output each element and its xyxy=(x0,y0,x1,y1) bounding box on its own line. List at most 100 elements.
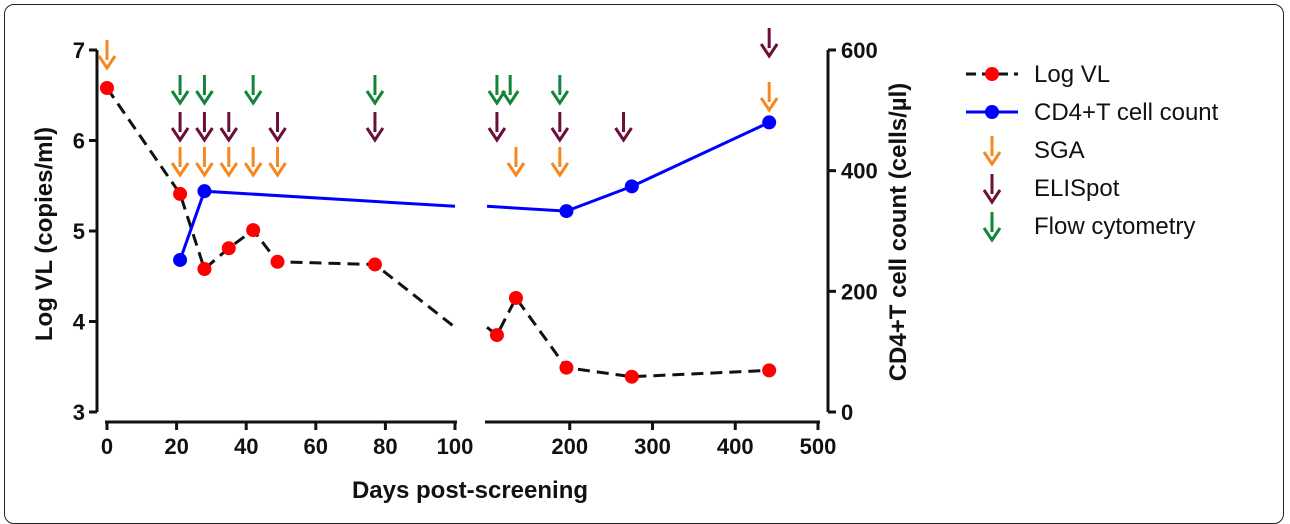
arrow-elispot xyxy=(550,112,570,143)
x-tick-label: 300 xyxy=(634,434,671,459)
series-line-cd4-t-cell-count xyxy=(486,121,770,213)
arrow-head xyxy=(219,127,239,143)
arrow-elispot xyxy=(365,112,385,143)
data-point-log-vl xyxy=(367,257,382,272)
y-right-tick-label: 0 xyxy=(841,400,853,425)
arrow-head xyxy=(982,227,1002,243)
arrow-elispot xyxy=(268,112,287,143)
arrow-sga xyxy=(759,82,779,113)
x-tick-label: 200 xyxy=(551,434,588,459)
arrow-head xyxy=(982,151,1002,167)
y-right-tick-label: 200 xyxy=(841,279,878,304)
arrow-sga xyxy=(506,147,526,178)
plot-area xyxy=(97,28,779,384)
arrow-head xyxy=(550,90,570,106)
arrow-head xyxy=(982,189,1002,205)
arrow-flow-cytometry xyxy=(550,75,570,106)
data-point-cd4-t-cell-count xyxy=(173,252,188,267)
arrow-sga xyxy=(170,147,190,178)
arrow-elispot xyxy=(614,112,633,143)
arrow-head xyxy=(365,127,385,143)
arrow-head xyxy=(219,162,239,178)
arrow-flow-cytometry xyxy=(170,75,190,106)
arrow-flow-cytometry xyxy=(500,75,520,106)
x-tick-label: 60 xyxy=(304,434,328,459)
data-point-log-vl xyxy=(762,363,777,378)
arrow-head xyxy=(759,97,779,113)
legend-marker xyxy=(985,105,999,119)
arrow-head xyxy=(195,127,214,143)
arrow-head xyxy=(268,127,287,143)
arrow-head xyxy=(487,127,507,143)
arrow-head xyxy=(195,90,214,106)
arrow-head xyxy=(243,90,263,106)
arrow-head xyxy=(550,162,570,178)
arrow-sga xyxy=(97,40,117,71)
series-line-log-vl xyxy=(486,295,770,379)
legend-label: SGA xyxy=(1034,137,1085,164)
arrow-head xyxy=(500,90,520,106)
arrow-flow-cytometry xyxy=(487,75,507,106)
x-tick-label: 80 xyxy=(373,434,397,459)
arrow-flow-cytometry xyxy=(195,75,214,106)
data-point-log-vl xyxy=(559,360,574,375)
arrow-sga xyxy=(243,147,263,178)
y-left-tick-label: 3 xyxy=(73,400,85,425)
legend-label: Log VL xyxy=(1034,61,1110,88)
y-axis-left-title: Log VL (copies/ml) xyxy=(31,127,58,341)
y-left-tick-label: 5 xyxy=(73,219,85,244)
arrow-elispot xyxy=(219,112,239,143)
arrow-elispot xyxy=(759,28,779,59)
arrow-head xyxy=(506,162,526,178)
y-left-tick-label: 7 xyxy=(73,38,85,63)
arrow-elispot xyxy=(195,112,214,143)
arrow-head xyxy=(170,127,190,143)
arrow-head xyxy=(487,90,507,106)
y-right-tick-label: 600 xyxy=(841,38,878,63)
y-axis-right-title: CD4+T cell count (cells/µl) xyxy=(885,83,912,382)
legend-label: CD4+T cell count xyxy=(1034,99,1219,126)
data-point-log-vl xyxy=(246,223,261,238)
y-left-tick-label: 4 xyxy=(73,310,86,335)
x-tick-label: 20 xyxy=(164,434,188,459)
data-point-log-vl xyxy=(173,186,188,201)
arrow-head xyxy=(759,43,779,59)
arrow-head xyxy=(195,162,214,178)
axes: 3 4 5 6 7 0 200 400 600 0 20 40 60 80 100 200 300 400 500 xyxy=(73,38,878,459)
arrow-sga xyxy=(195,147,214,178)
data-point-cd4-t-cell-count xyxy=(197,184,212,199)
x-tick-label: 500 xyxy=(800,434,837,459)
series-line-cd4-t-cell-count xyxy=(178,189,456,261)
arrow-head xyxy=(243,162,263,178)
arrow-sga xyxy=(550,147,570,178)
arrow-head xyxy=(97,55,117,71)
data-point-log-vl xyxy=(197,262,212,277)
y-left-tick-label: 6 xyxy=(73,129,85,154)
arrow-elispot xyxy=(170,112,190,143)
data-point-log-vl xyxy=(624,369,639,384)
arrow-flow-cytometry xyxy=(243,75,263,106)
x-tick-label: 40 xyxy=(234,434,258,459)
x-axis-title: Days post-screening xyxy=(352,477,588,504)
data-point-log-vl xyxy=(270,254,285,269)
data-point-log-vl xyxy=(489,328,504,343)
legend-label: ELISpot xyxy=(1034,175,1120,202)
arrow-head xyxy=(170,90,190,106)
x-tick-label: 0 xyxy=(101,434,113,459)
arrow-elispot xyxy=(487,112,507,143)
data-point-cd4-t-cell-count xyxy=(762,115,777,130)
arrow-head xyxy=(268,162,287,178)
legend-arrow xyxy=(982,136,1002,167)
series-line-log-vl xyxy=(105,87,456,329)
arrow-head xyxy=(550,127,570,143)
arrow-head xyxy=(170,162,190,178)
legend-arrow xyxy=(982,174,1002,205)
y-right-tick-label: 400 xyxy=(841,159,878,184)
data-point-cd4-t-cell-count xyxy=(624,179,639,194)
arrow-head xyxy=(365,90,385,106)
arrow-flow-cytometry xyxy=(365,75,385,106)
legend-marker xyxy=(985,67,999,81)
legend: Log VL CD4+T cell count SGA ELISpot Flow cyt… xyxy=(966,61,1219,243)
data-point-cd4-t-cell-count xyxy=(559,204,574,219)
